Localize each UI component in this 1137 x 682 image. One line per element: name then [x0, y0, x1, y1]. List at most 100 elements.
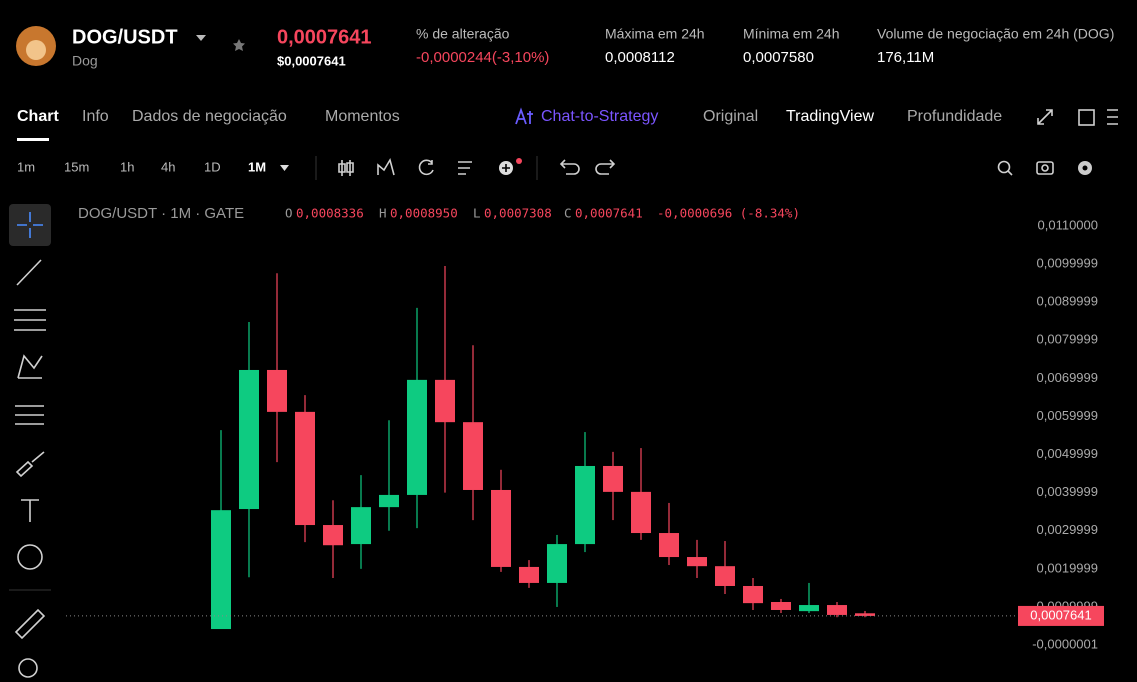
replay-icon[interactable] [418, 159, 434, 176]
pair-dropdown[interactable] [196, 35, 206, 41]
candle-body [407, 379, 427, 495]
ohlc-label: L [473, 206, 481, 221]
search-icon-handle [1007, 170, 1013, 176]
tab[interactable]: Info [82, 108, 109, 125]
menu-icon[interactable] [1107, 109, 1118, 125]
y-tick-label: 0,0110000 [1038, 217, 1099, 232]
zoom-tool[interactable] [18, 658, 38, 678]
notice-dot [516, 158, 522, 164]
y-tick-label: 0,0079999 [1037, 332, 1098, 347]
view-option[interactable]: Profundidade [907, 108, 1002, 125]
text-tool[interactable] [21, 499, 39, 522]
candle-body [855, 613, 875, 616]
candle-body [603, 465, 623, 492]
stat-value: 176,11M [877, 49, 934, 66]
ohlc-label: O [285, 206, 293, 221]
crosshair-tool[interactable] [17, 212, 43, 238]
stat-value: -0,0000244(-3,10%) [416, 49, 549, 66]
y-tick-label: 0,0029999 [1037, 522, 1098, 537]
candle-body [463, 422, 483, 490]
candle-body [659, 533, 679, 558]
tab-underline [17, 138, 49, 141]
interval[interactable]: 15m [64, 159, 89, 174]
candle-body [799, 605, 819, 612]
expand-icon[interactable] [1037, 109, 1053, 125]
stat-label: Mínima em 24h [743, 26, 839, 42]
candle-body [491, 489, 511, 567]
y-tick-label: 0,0019999 [1037, 560, 1098, 575]
view-option[interactable]: Original [703, 108, 758, 125]
window-icon[interactable] [1078, 109, 1095, 126]
interval-dropdown[interactable] [280, 165, 289, 171]
candle-body [771, 601, 791, 610]
interval[interactable]: 1h [120, 159, 134, 174]
candle-body [239, 369, 259, 510]
candle-body [687, 557, 707, 567]
ohlc-value: 0,0007641 [575, 206, 643, 221]
add-icon-plus [502, 164, 510, 172]
interval[interactable]: 1D [204, 159, 221, 174]
last-price-label: 0,0007641 [1030, 607, 1091, 622]
emoji-tool[interactable] [17, 544, 43, 570]
stat-label: Volume de negociação em 24h (DOG) [877, 26, 1114, 42]
candle-body [295, 411, 315, 526]
stat-label: Máxima em 24h [605, 26, 705, 42]
interval[interactable]: 1m [17, 159, 35, 174]
price-usd: $0,0007641 [277, 53, 346, 68]
candle-body [547, 544, 567, 583]
ohlc-label: H [379, 206, 387, 221]
coin-logo-face [26, 40, 46, 60]
ohlc-label: C [564, 206, 572, 221]
view-option[interactable]: TradingView [786, 108, 874, 125]
y-tick-label: -0,0000001 [1032, 636, 1098, 651]
template-icon[interactable] [458, 161, 472, 175]
candle-body [715, 566, 735, 586]
y-tick-label: 0,0059999 [1037, 408, 1098, 423]
coin-name: Dog [72, 53, 98, 69]
candle-body [211, 510, 231, 630]
ohlc-value: 0,0008950 [390, 206, 458, 221]
price: 0,0007641 [277, 26, 372, 48]
interval[interactable]: 1M [248, 159, 266, 174]
chat-to-strategy[interactable]: Chat-to-Strategy [541, 108, 658, 125]
ohlc-change: -0,0000696 (-8.34%) [657, 206, 800, 221]
stat-label: % de alteração [416, 26, 510, 42]
settings-hole [1082, 165, 1088, 171]
candle-body [743, 585, 763, 604]
measure-tool[interactable] [14, 608, 46, 640]
tab[interactable]: Momentos [325, 108, 400, 125]
plot: 0,0110000 0,0099999 0,0089999 0,0079999 0,00… [66, 217, 1104, 651]
projection-tool[interactable] [15, 405, 44, 425]
stat-value: 0,0007580 [743, 49, 814, 66]
pair[interactable]: DOG/USDT [72, 26, 178, 48]
y-tick-label: 0,0069999 [1037, 370, 1098, 385]
y-tick-label: 0,0089999 [1037, 294, 1098, 309]
pattern-tool[interactable] [17, 354, 43, 379]
fib-tool[interactable] [14, 309, 46, 331]
tab[interactable]: Chart [17, 108, 59, 125]
candle-body [323, 525, 343, 546]
y-tick-label: 0,0049999 [1037, 446, 1098, 461]
interval[interactable]: 4h [161, 159, 175, 174]
brush-tool[interactable] [15, 451, 45, 478]
undo-icon[interactable] [559, 159, 580, 175]
camera-icon[interactable] [1036, 161, 1054, 175]
candle-body [351, 507, 371, 545]
candle-type-icon[interactable] [338, 160, 354, 176]
candle-body [379, 494, 399, 508]
y-tick-label: 0,0099999 [1037, 255, 1098, 270]
tool-active-bg [9, 204, 51, 246]
last-price-tag [1018, 605, 1104, 626]
candle-body [267, 369, 287, 412]
indicator-icon[interactable] [377, 157, 395, 176]
tab[interactable]: Dados de negociação [132, 108, 287, 125]
candle-body [575, 465, 595, 545]
candle-body [631, 491, 651, 534]
search-icon[interactable] [997, 160, 1011, 174]
redo-icon[interactable] [595, 159, 616, 175]
candle-body [519, 566, 539, 583]
favorite[interactable] [233, 39, 245, 51]
trendline-tool[interactable] [16, 259, 42, 286]
